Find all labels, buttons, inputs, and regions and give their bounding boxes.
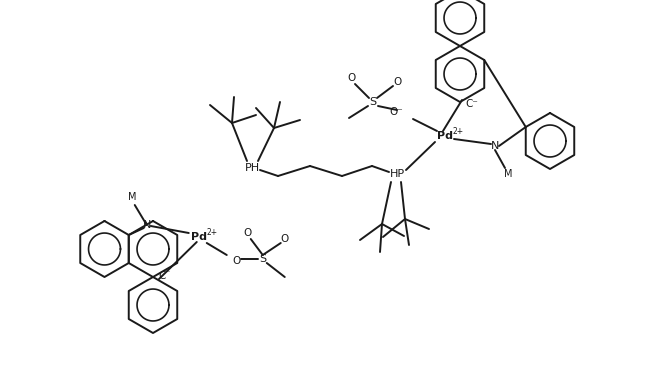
Text: O: O [393, 77, 401, 87]
Text: ⁻: ⁻ [165, 268, 170, 278]
Text: S: S [370, 97, 377, 107]
Text: Pd: Pd [437, 131, 453, 141]
Text: C: C [158, 271, 166, 281]
Text: Pd: Pd [191, 232, 207, 242]
Text: N: N [143, 220, 151, 230]
Text: O: O [347, 73, 355, 83]
Text: O: O [244, 228, 252, 238]
Text: C⁻: C⁻ [465, 99, 478, 109]
Text: O⁻: O⁻ [233, 256, 246, 266]
Text: M: M [127, 192, 136, 202]
Text: 2+: 2+ [206, 227, 217, 236]
Text: S: S [259, 254, 267, 264]
Text: N: N [491, 141, 499, 151]
Text: 2+: 2+ [453, 126, 463, 135]
Text: HP: HP [389, 169, 405, 179]
Text: O: O [280, 234, 289, 244]
Text: O⁻: O⁻ [389, 107, 403, 117]
Text: PH: PH [244, 163, 259, 173]
Text: M: M [504, 169, 512, 179]
